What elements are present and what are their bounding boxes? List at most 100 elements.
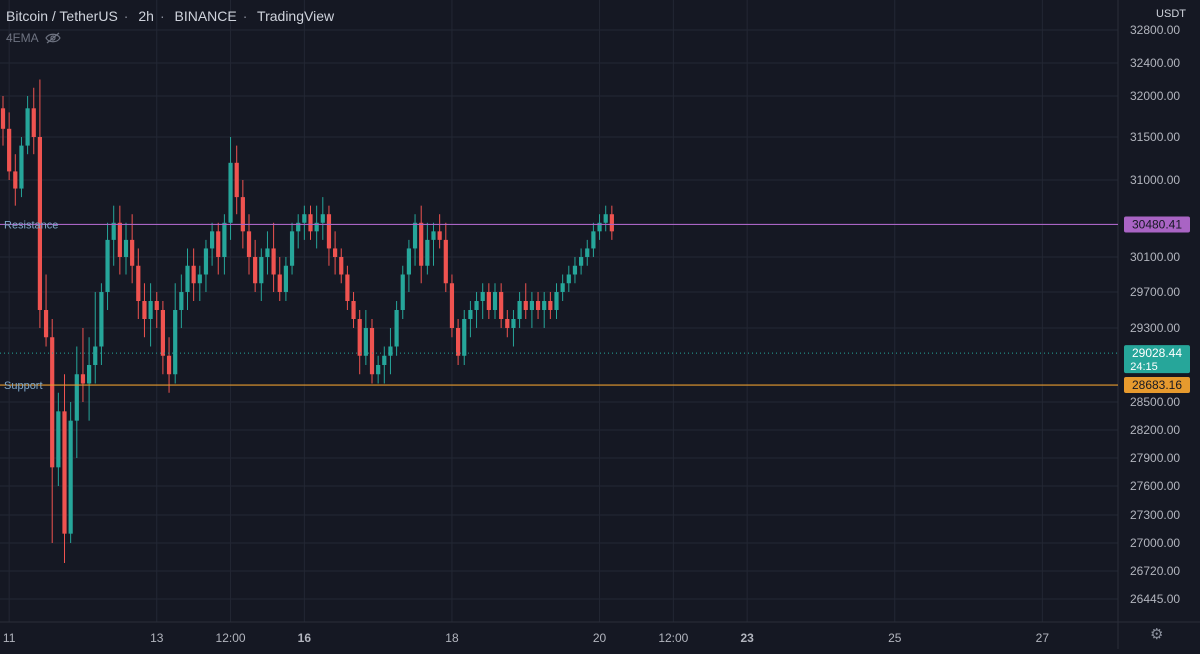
price-tick-label: 31500.00 <box>1130 130 1180 144</box>
candle-body <box>523 301 528 310</box>
time-tick-label: 12:00 <box>658 631 688 645</box>
candle-body <box>123 239 129 257</box>
candle-body <box>554 292 559 310</box>
candle-body <box>93 346 98 365</box>
time-axis[interactable]: 11 13 12:00 16 18 20 12:00 23 25 27 <box>3 631 1049 645</box>
candle-body <box>529 301 534 310</box>
price-tick-label: 28500.00 <box>1130 395 1180 409</box>
candle-body <box>572 265 578 275</box>
candle-body <box>548 301 553 310</box>
indicator-legend[interactable]: 4EMA <box>6 31 61 45</box>
candle-body <box>13 171 18 189</box>
candle-body <box>43 310 49 338</box>
candle-body <box>25 108 30 146</box>
candle-body <box>130 239 135 266</box>
candle-body <box>277 274 282 292</box>
price-tick-label: 28200.00 <box>1130 423 1180 437</box>
candle-body <box>320 214 325 223</box>
candle-body <box>535 301 541 310</box>
candle-body <box>173 310 178 375</box>
candle-body <box>271 248 276 275</box>
candle-body <box>160 310 165 356</box>
candle-body <box>517 301 522 319</box>
candle-body <box>357 319 362 356</box>
candle-body <box>228 162 233 223</box>
candle-body <box>74 374 79 421</box>
candle-body <box>376 365 381 375</box>
candle-body <box>591 231 596 249</box>
candles <box>0 79 614 563</box>
candle-body <box>431 231 436 240</box>
candle-body <box>425 239 430 266</box>
candle-body <box>345 274 350 301</box>
symbol-name: Bitcoin / TetherUS <box>6 8 118 24</box>
candle-body <box>216 231 221 257</box>
candle-body <box>314 222 319 232</box>
candle-body <box>265 248 270 257</box>
price-tick-label: 27600.00 <box>1130 479 1180 493</box>
gear-icon[interactable]: ⚙ <box>1150 626 1164 643</box>
candle-body <box>56 411 61 468</box>
candle-body <box>37 137 42 310</box>
candle-body <box>326 214 332 249</box>
candle-body <box>486 292 491 310</box>
price-tick-label: 26445.00 <box>1130 592 1180 606</box>
candle-body <box>579 257 584 266</box>
price-tick-label: 27900.00 <box>1130 451 1180 465</box>
candle-body <box>80 374 86 384</box>
candle-body <box>369 328 375 375</box>
candle-body <box>50 337 55 468</box>
candle-body <box>68 420 73 534</box>
candle-body <box>449 283 455 328</box>
candle-body <box>197 274 202 284</box>
candle-body <box>542 301 547 310</box>
candle-body <box>246 231 252 257</box>
candle-body <box>474 301 479 310</box>
support-price-label: 28683.16 <box>1132 378 1182 392</box>
time-tick-label: 20 <box>593 631 607 645</box>
candle-body <box>603 214 608 223</box>
candle-body <box>62 411 67 534</box>
candle-body <box>31 108 36 137</box>
source-label: TradingView <box>257 8 335 24</box>
candle-body <box>585 248 590 257</box>
price-tick-label: 32800.00 <box>1130 23 1180 37</box>
time-tick-label: 12:00 <box>216 631 246 645</box>
symbol-legend[interactable]: Bitcoin / TetherUS · 2h · BINANCE · Trading… <box>6 8 335 24</box>
candle-body <box>117 222 122 257</box>
horizontal-lines: Resistance 30480.41 Support 28683.16 29028.4… <box>0 216 1190 394</box>
eye-crossed-icon[interactable] <box>44 32 61 44</box>
price-tick-label: 32000.00 <box>1130 89 1180 103</box>
indicator-name: 4EMA <box>6 31 39 45</box>
currency-label[interactable]: USDT <box>1156 8 1186 20</box>
price-tick-label: 30100.00 <box>1130 250 1180 264</box>
candle-body <box>240 197 245 232</box>
candle-body <box>210 231 215 249</box>
candle-body <box>253 257 258 284</box>
price-tick-label: 29700.00 <box>1130 285 1180 299</box>
candle-body <box>468 310 473 319</box>
candle-body <box>339 257 344 275</box>
candle-body <box>443 239 448 284</box>
resistance-label: Resistance <box>4 219 58 231</box>
candle-body <box>259 257 264 284</box>
time-tick-label: 11 <box>3 631 16 645</box>
candle-body <box>302 214 307 223</box>
resistance-price-label: 30480.41 <box>1132 217 1182 231</box>
candle-body <box>492 292 498 310</box>
candle-body <box>203 248 209 275</box>
candle-body <box>566 274 571 284</box>
candle-body <box>87 365 92 384</box>
time-tick-label: 16 <box>298 631 312 645</box>
price-tick-label: 31000.00 <box>1130 173 1180 187</box>
support-price-tag <box>1124 377 1190 394</box>
candle-body <box>154 301 159 310</box>
candle-body <box>437 231 442 240</box>
price-axis[interactable]: 32800.00 32400.00 32000.00 31500.00 31000.00… <box>1130 23 1180 606</box>
candle-body <box>105 239 110 292</box>
candle-body <box>388 346 393 356</box>
candle-body <box>222 222 227 257</box>
